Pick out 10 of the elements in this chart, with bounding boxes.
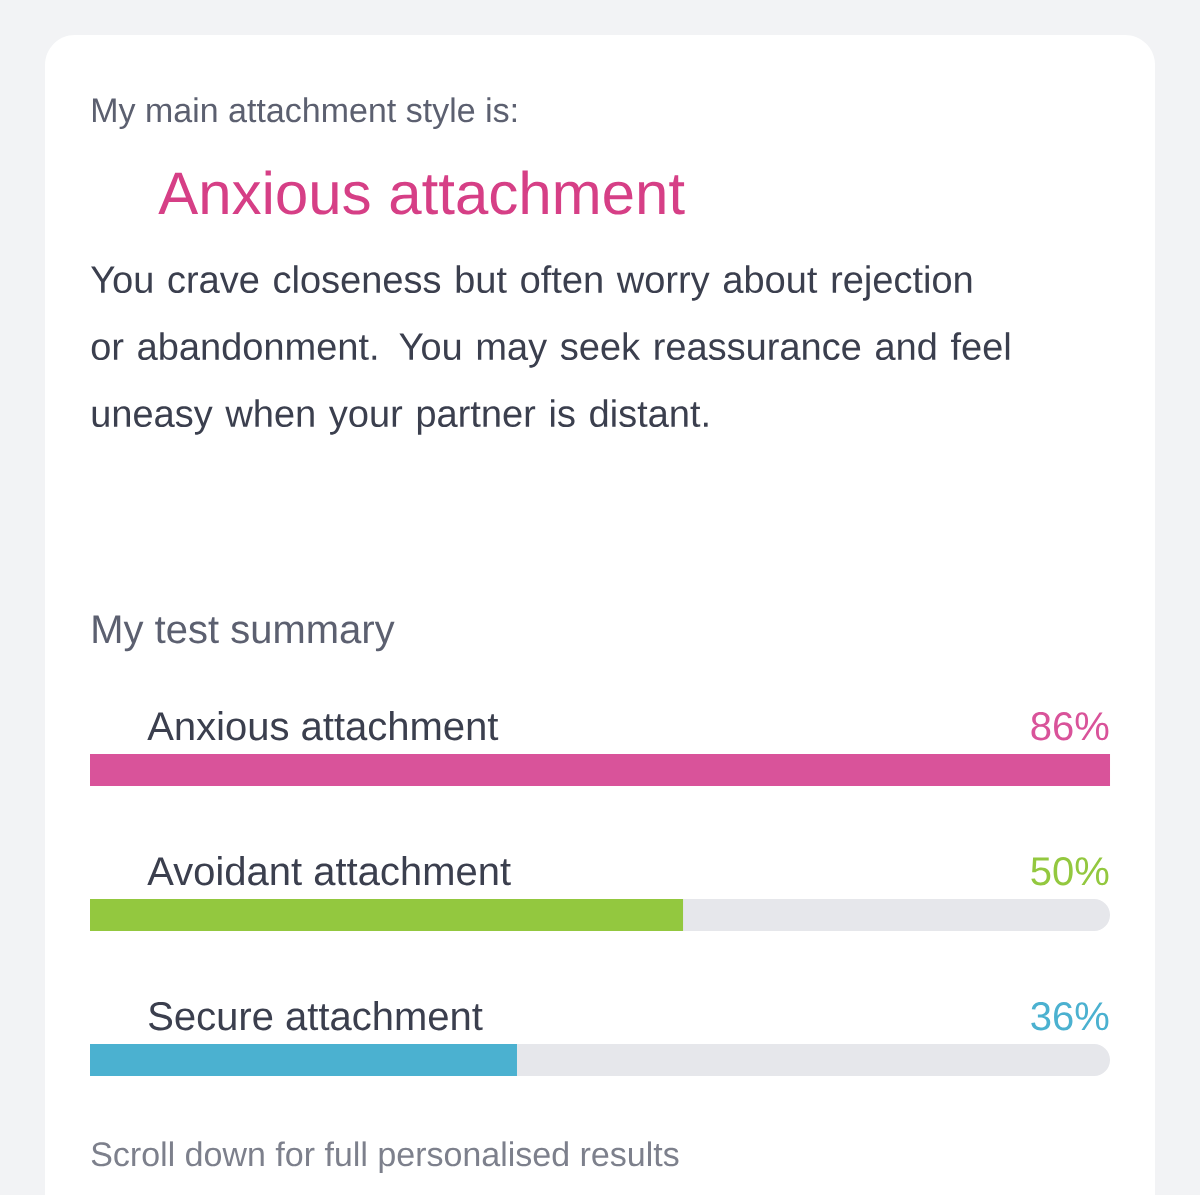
data-label: 50% [1031,857,1109,886]
y-tick-label: Avoidant attachment [147,856,511,886]
data-label: 86% [1031,712,1109,741]
data-label: 36% [1031,1002,1109,1031]
text: You crave closeness but often worry about rejection or abandonment. You may seek reassurance and feel uneasy when your partner is distant. [91,265,1010,435]
text: My test summary [93,615,395,652]
text: Scroll down for full personalised results [91,1141,679,1174]
y-tick-label: Secure attachment [149,1001,483,1031]
y-tick-label: Anxious attachment [147,711,499,741]
chart-subtitle: My main attachment style is: [93,97,516,130]
